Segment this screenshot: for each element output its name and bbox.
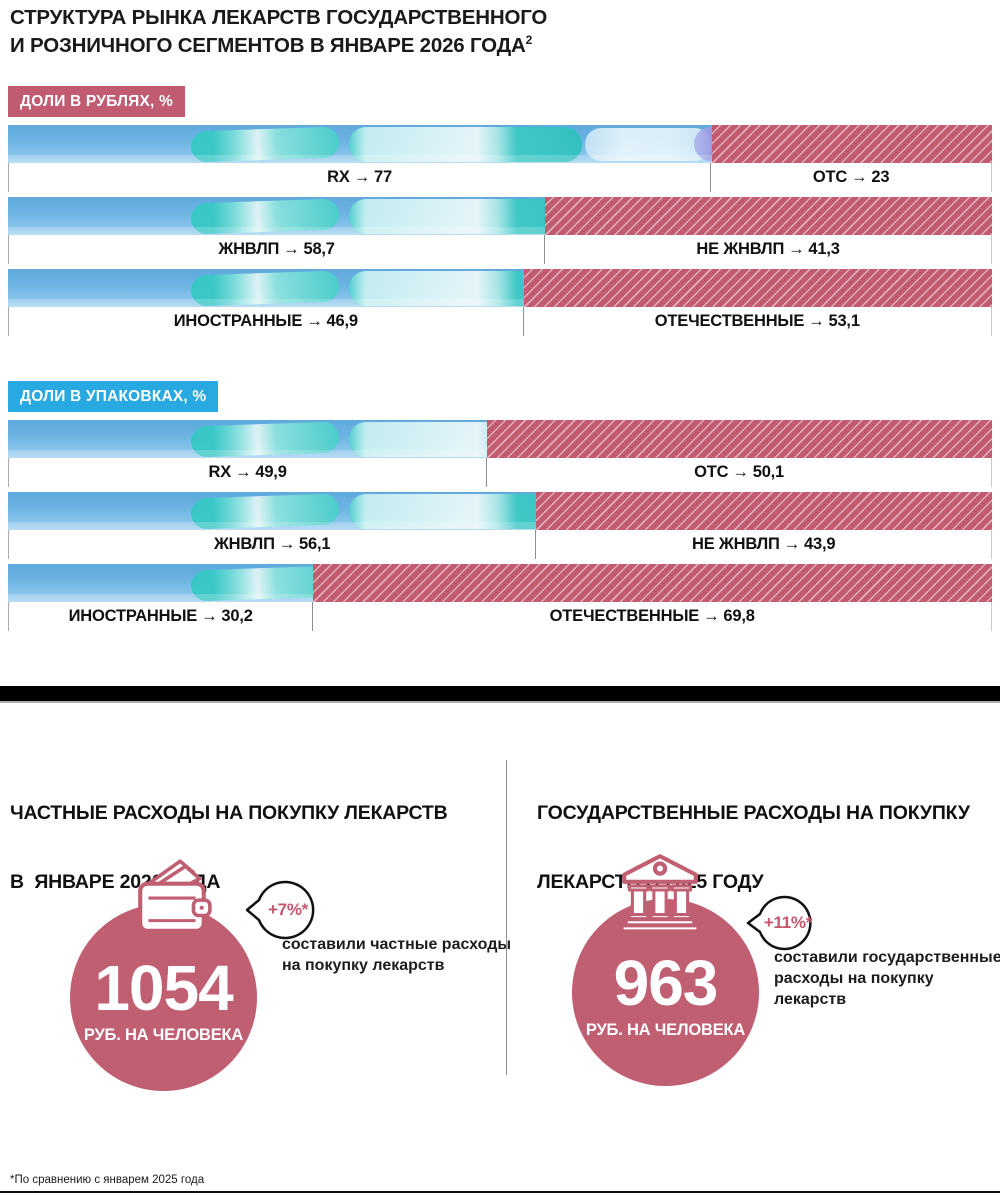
bar-label-right: НЕ ЖНВЛП → 43,9 [692,535,836,553]
speech-bubble-icon [746,895,812,951]
page-title-line1: СТРУКТУРА РЫНКА ЛЕКАРСТВ ГОСУДАРСТВЕННОГ… [10,6,548,29]
arrow-icon: → [235,463,252,481]
pills-photo [8,421,488,458]
bar-segment-blue [8,492,537,530]
government-change-bubble: +11%* [744,893,816,953]
bar-segment-pink-hatch [545,197,992,235]
government-expenses-description: составили государственные расходы на пок… [774,949,1000,1008]
pills-photo [8,565,314,602]
private-expenses-description: составили частные расходы на покупку лек… [282,936,512,974]
private-expenses-header: ЧАСТНЫЕ РАСХОДЫ НА ПОКУПКУ ЛЕКАРСТВ В ЯН… [10,802,448,893]
government-amount-unit: РУБ. НА ЧЕЛОВЕКА [585,1021,746,1039]
bar-segment-blue [8,197,546,235]
arrow-icon: → [703,607,720,625]
pills-photo [8,198,546,235]
arrow-icon: → [851,168,868,186]
private-amount: 1054 [94,952,233,1024]
wallet-icon [131,853,215,942]
bar-segment-blue [8,420,488,458]
section-badge-rubles: ДОЛИ В РУБЛЯХ, % [8,86,186,117]
bar-rx-otc-packages: RX → 49,9 OTC → 50,1 [8,420,992,487]
arrow-icon: → [732,463,749,481]
bar-segment-blue [8,269,524,307]
arrow-icon: → [808,312,825,330]
arrow-icon: → [788,240,805,258]
bar-segment-blue [8,564,314,602]
government-amount-circle: 963 РУБ. НА ЧЕЛОВЕКА [572,899,759,1086]
private-amount-unit: РУБ. НА ЧЕЛОВЕКА [83,1026,244,1044]
bar-rx-otc-rubles: RX → 77 OTC → 23 [8,125,992,192]
bar-label-left: ЖНВЛП → 56,1 [213,535,331,553]
bar-label-right: OTC → 23 [812,168,890,186]
footnote-comparison: *По сравнению с январем 2025 года [10,1174,205,1186]
bank-icon [616,848,704,937]
bar-label-left: RX → 77 [327,168,392,186]
bar-segment-pink-hatch [536,492,992,530]
bar-label-right: OTC → 50,1 [694,463,785,481]
bar-segment-pink-hatch [523,269,992,307]
speech-bubble-icon [245,880,315,940]
bar-foreign-domestic-packages: ИНОСТРАННЫЕ → 30,2 ОТЕЧЕСТВЕННЫЕ → 69,8 [8,564,992,631]
arrow-icon: → [353,168,371,186]
bar-label-left: RX → 49,9 [208,463,287,481]
bar-label-right: ОТЕЧЕСТВЕННЫЕ → 53,1 [654,312,860,330]
bar-label-left: ИНОСТРАННЫЕ → 30,2 [68,607,253,625]
arrow-icon: → [278,535,296,553]
arrow-icon: → [283,240,300,258]
arrow-icon: → [306,312,323,330]
page-title: СТРУКТУРА РЫНКА ЛЕКАРСТВ ГОСУДАРСТВЕННОГ… [10,7,547,57]
bar-segment-pink-hatch [711,125,992,163]
bar-segment-blue [8,125,712,163]
government-change-value: +11%* [763,913,813,932]
pills-photo [8,493,537,530]
bar-zhnvlp-packages: ЖНВЛП → 56,1 НЕ ЖНВЛП → 43,9 [8,492,992,559]
footnote-source: ² Мониторинг фармацевтического рынка РФ,… [410,1160,1000,1195]
column-divider [506,760,507,1075]
bar-zhnvlp-rubles: ЖНВЛП → 58,7 НЕ ЖНВЛП → 41,3 [8,197,992,264]
bar-foreign-domestic-rubles: ИНОСТРАННЫЕ → 46,9 ОТЕЧЕСТВЕННЫЕ → 53,1 [8,269,992,336]
bar-segment-pink-hatch [487,420,992,458]
bottom-rule [0,1191,1000,1193]
arrow-icon: → [783,535,801,553]
private-change-bubble: +7%* [242,878,318,942]
bar-segment-pink-hatch [313,564,992,602]
bar-label-left: ИНОСТРАННЫЕ → 46,9 [173,312,358,330]
section-badge-packages: ДОЛИ В УПАКОВКАХ, % [8,381,219,412]
bar-label-right: ОТЕЧЕСТВЕННЫЕ → 69,8 [549,607,755,625]
private-amount-circle: 1054 РУБ. НА ЧЕЛОВЕКА [70,904,257,1091]
bar-label-right: НЕ ЖНВЛП → 41,3 [696,240,840,258]
pills-photo [8,270,524,307]
section-divider [0,686,1000,703]
private-change-value: +7%* [268,900,308,919]
title-footnote-marker: 2 [525,33,533,47]
bar-label-left: ЖНВЛП → 58,7 [218,240,335,258]
arrow-icon: → [201,607,218,625]
government-amount: 963 [613,947,719,1019]
page-title-line2: И РОЗНИЧНОГО СЕГМЕНТОВ В ЯНВАРЕ 2026 ГОД… [10,33,533,57]
pills-photo [8,126,712,163]
